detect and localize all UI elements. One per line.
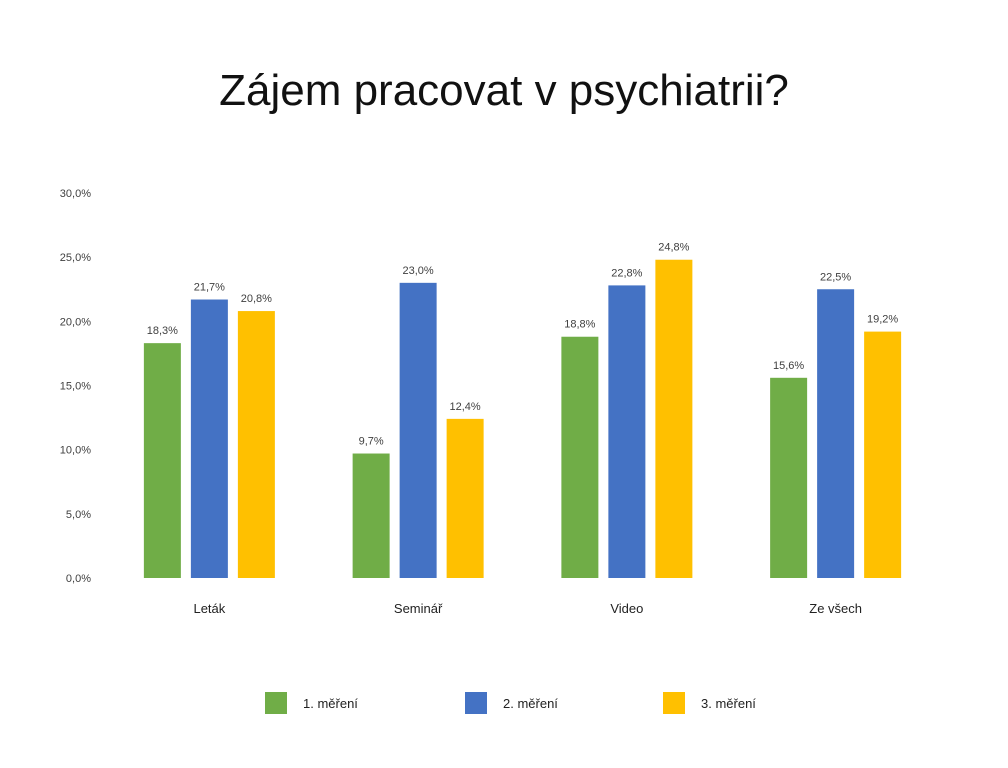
data-label: 12,4%: [450, 401, 481, 413]
data-label: 20,8%: [241, 293, 272, 305]
legend-swatch: [265, 692, 287, 714]
bar: [817, 289, 855, 578]
category-label: Ze všech: [809, 601, 862, 616]
legend-item: 1. měření: [265, 690, 358, 716]
bar: [399, 282, 437, 578]
data-label: 15,6%: [773, 360, 804, 372]
bar: [143, 343, 181, 578]
legend-item: 3. měření: [663, 690, 756, 716]
data-label: 18,3%: [147, 325, 178, 337]
chart-title: Zájem pracovat v psychiatrii?: [219, 66, 789, 115]
y-tick-label: 25,0%: [60, 252, 91, 264]
legend-item: 2. měření: [465, 690, 558, 716]
data-label: 24,8%: [658, 242, 689, 254]
bar: [237, 311, 275, 578]
data-label: 9,7%: [359, 436, 384, 448]
data-label: 22,8%: [611, 267, 642, 279]
bar: [655, 259, 693, 578]
bar: [190, 299, 228, 578]
legend: 1. měření 2. měření 3. měření: [0, 690, 1008, 720]
data-label: 18,8%: [564, 319, 595, 331]
bar: [864, 331, 902, 578]
data-label: 21,7%: [194, 282, 225, 294]
category-label: Seminář: [394, 601, 443, 616]
category-label: Video: [610, 601, 643, 616]
data-label: 22,5%: [820, 271, 851, 283]
legend-label: 2. měření: [503, 695, 558, 711]
bar: [352, 453, 390, 578]
bar: [608, 285, 646, 578]
legend-swatch: [465, 692, 487, 714]
y-tick-label: 5,0%: [66, 509, 91, 521]
y-tick-label: 15,0%: [60, 381, 91, 393]
bar: [446, 418, 484, 578]
y-tick-label: 30,0%: [60, 188, 91, 200]
category-label: Leták: [193, 601, 225, 616]
data-label: 19,2%: [867, 314, 898, 326]
y-tick-label: 0,0%: [66, 573, 91, 585]
data-label: 23,0%: [403, 265, 434, 277]
bar-chart: 0,0% 5,0% 10,0% 15,0% 20,0% 25,0% 30,0% 18,3% 21…: [60, 188, 902, 616]
bar: [770, 377, 808, 578]
legend-label: 1. měření: [303, 695, 358, 711]
y-tick-label: 10,0%: [60, 445, 91, 457]
bar: [561, 336, 599, 578]
legend-swatch: [663, 692, 685, 714]
legend-label: 3. měření: [701, 695, 756, 711]
y-tick-label: 20,0%: [60, 316, 91, 328]
